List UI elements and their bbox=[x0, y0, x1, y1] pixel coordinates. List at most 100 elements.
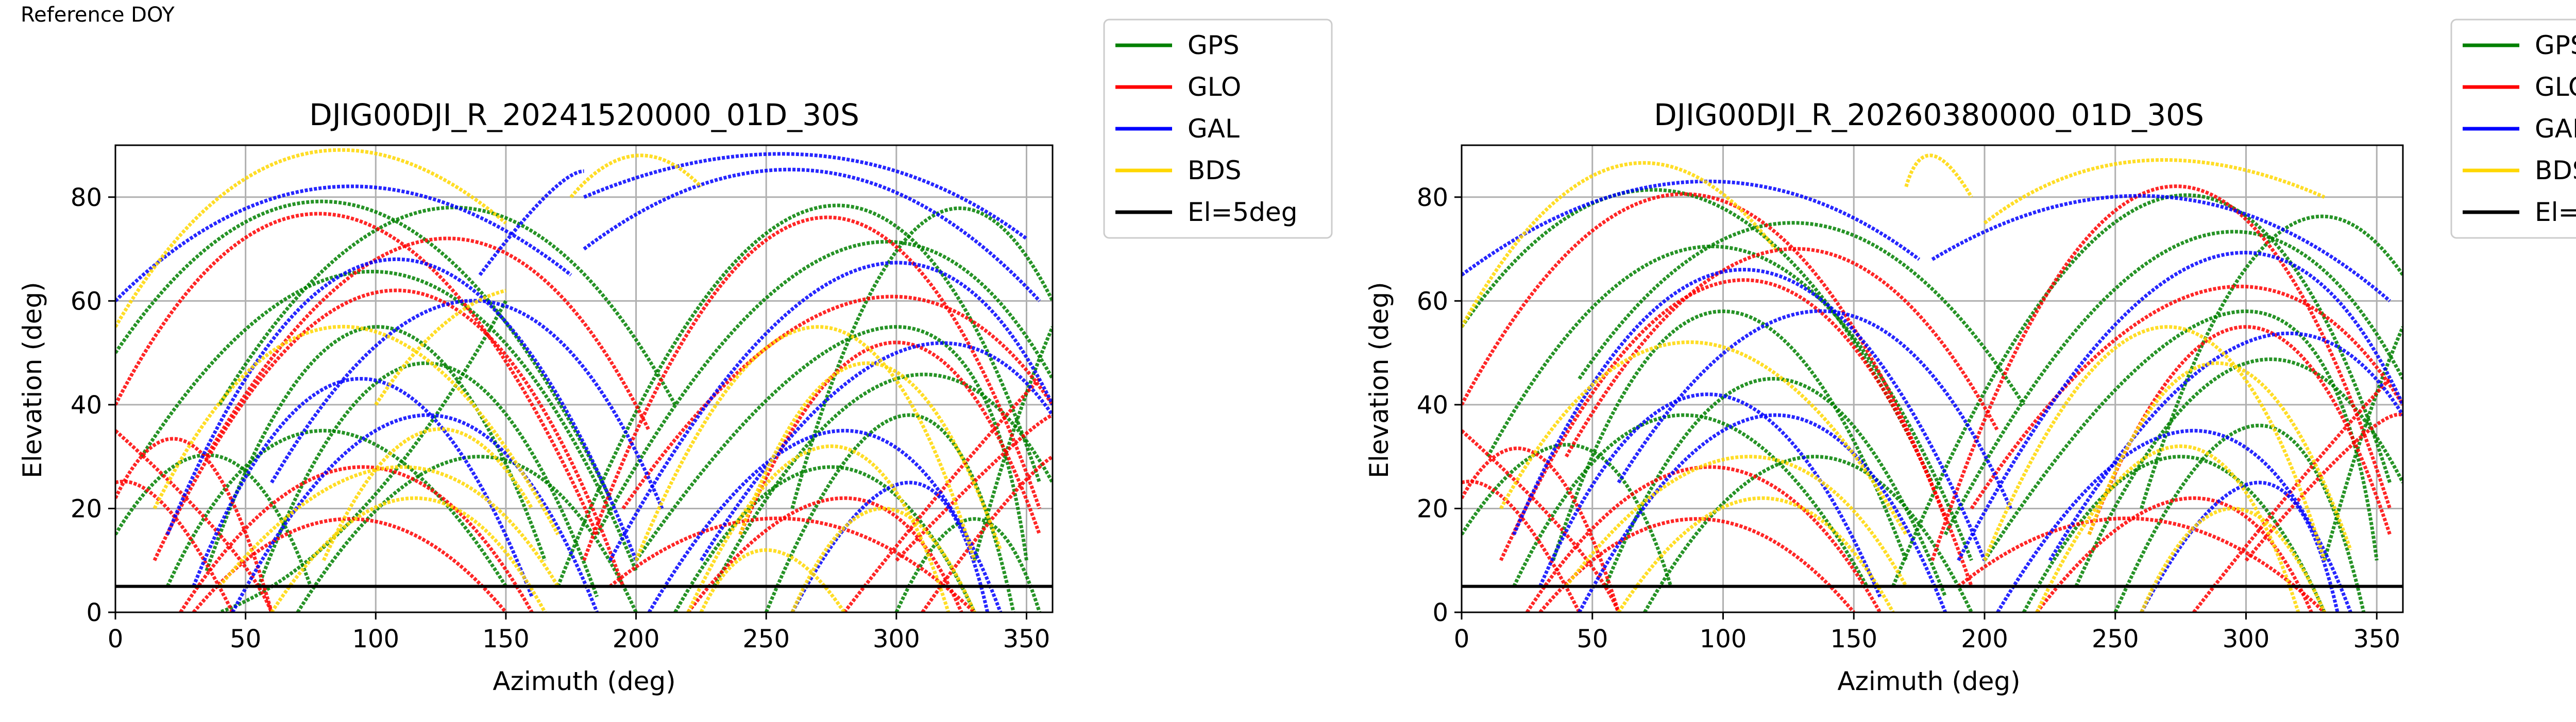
satellite-track bbox=[296, 455, 638, 612]
satellite-track bbox=[115, 148, 507, 328]
x-tick-label: 300 bbox=[2223, 625, 2270, 654]
satellite-track bbox=[1486, 245, 1973, 561]
satellite-track bbox=[1538, 392, 1882, 598]
satellite-track bbox=[218, 205, 677, 406]
satellite-track bbox=[115, 199, 612, 499]
satellite-track bbox=[1943, 230, 2403, 536]
satellite-track bbox=[165, 257, 638, 561]
figure-label: Reference DOY bbox=[21, 3, 175, 27]
satellite-track bbox=[1578, 413, 1947, 612]
satellite-track bbox=[2192, 377, 2392, 612]
x-tick-label: 100 bbox=[352, 625, 399, 654]
x-tick-label: 50 bbox=[1577, 625, 1608, 654]
satellite-track bbox=[1512, 413, 1869, 588]
satellite-track bbox=[1512, 268, 1987, 561]
y-tick-label: 20 bbox=[1417, 494, 1448, 523]
satellite-track bbox=[569, 153, 703, 199]
satellite-track bbox=[790, 507, 976, 612]
satellite-track bbox=[582, 215, 1042, 561]
x-axis-label: Azimuth (deg) bbox=[1837, 666, 2020, 696]
satellite-track bbox=[478, 169, 584, 277]
satellite-track bbox=[2087, 361, 2352, 551]
satellite-track bbox=[374, 288, 506, 406]
skyplot-chart-left: DJIG00DJI_R_20241520000_01D_30S Azimuth … bbox=[18, 19, 1333, 696]
satellite-track bbox=[556, 203, 1042, 587]
satellite-track bbox=[2035, 496, 2313, 612]
satellite-track bbox=[257, 361, 599, 597]
satellite-track bbox=[647, 428, 1003, 612]
legend-label: El=5deg bbox=[2535, 197, 2576, 227]
satellite-track bbox=[738, 361, 1003, 551]
satellite-track bbox=[1462, 443, 1673, 587]
satellite-track bbox=[1462, 179, 1921, 277]
satellite-track bbox=[595, 239, 1053, 536]
x-tick-label: 150 bbox=[1830, 625, 1877, 654]
chart-title: DJIG00DJI_R_20241520000_01D_30S bbox=[309, 97, 859, 132]
series-bds bbox=[1462, 153, 2352, 612]
satellite-track bbox=[115, 429, 274, 612]
legend-label: GLO bbox=[2535, 72, 2576, 102]
satellite-track bbox=[2244, 412, 2403, 562]
data-layer bbox=[1462, 153, 2403, 612]
series-gal bbox=[1462, 179, 2403, 612]
satellite-track bbox=[1578, 221, 2026, 406]
x-tick-label: 200 bbox=[613, 625, 660, 654]
y-tick-label: 20 bbox=[71, 494, 102, 523]
satellite-track bbox=[843, 377, 1041, 612]
satellite-track bbox=[152, 324, 560, 536]
series-gps bbox=[115, 199, 1053, 612]
satellite-track bbox=[686, 444, 951, 612]
satellite-track bbox=[2087, 325, 2392, 536]
satellite-track bbox=[140, 270, 638, 572]
legend-label: GPS bbox=[2535, 30, 2576, 60]
satellite-track bbox=[192, 517, 507, 612]
satellite-track bbox=[270, 496, 547, 612]
x-tick-label: 250 bbox=[2092, 625, 2139, 654]
series-gal bbox=[115, 152, 1053, 612]
y-tick-label: 0 bbox=[86, 598, 102, 627]
y-tick-label: 80 bbox=[71, 183, 102, 212]
y-axis-label: Elevation (deg) bbox=[1364, 282, 1394, 478]
satellite-track bbox=[1643, 455, 1973, 612]
x-tick-label: 50 bbox=[230, 625, 261, 654]
y-axis-label: Elevation (deg) bbox=[18, 282, 47, 478]
satellite-track bbox=[1462, 192, 1947, 520]
satellite-track bbox=[790, 207, 1053, 509]
legend: GPS GLO GAL BDS El=5deg bbox=[2450, 19, 2576, 239]
satellite-track bbox=[2140, 214, 2403, 509]
satellite-track bbox=[583, 167, 1041, 302]
satellite-track bbox=[1499, 340, 1908, 536]
x-axis-label: Azimuth (deg) bbox=[493, 666, 675, 696]
legend-box bbox=[1103, 19, 1333, 239]
satellite-track bbox=[115, 212, 599, 536]
series-glo bbox=[115, 212, 1053, 612]
axes-frame bbox=[1461, 144, 2404, 613]
series-bds bbox=[115, 148, 1003, 612]
x-tick-label: 300 bbox=[873, 625, 920, 654]
data-layer bbox=[115, 148, 1053, 612]
satellite-track bbox=[1462, 479, 1581, 612]
satellite-track bbox=[1462, 161, 1777, 328]
satellite-track bbox=[1931, 194, 2391, 302]
satellite-track bbox=[1957, 517, 2326, 612]
x-tick-label: 200 bbox=[1961, 625, 2008, 654]
satellite-track bbox=[1930, 184, 2392, 561]
x-tick-label: 350 bbox=[2353, 625, 2400, 654]
satellite-track bbox=[1904, 153, 1973, 198]
legend-label: BDS bbox=[1188, 156, 1242, 185]
satellite-track bbox=[2035, 444, 2300, 612]
satellite-track bbox=[115, 479, 234, 612]
satellite-track bbox=[218, 465, 560, 588]
satellite-track bbox=[1538, 517, 1855, 612]
satellite-track bbox=[2074, 357, 2403, 588]
x-tick-label: 0 bbox=[1454, 625, 1470, 654]
satellite-track bbox=[1617, 496, 1895, 612]
legend-label: GLO bbox=[1188, 72, 1241, 102]
legend-label: BDS bbox=[2535, 156, 2576, 185]
legend-label: GAL bbox=[1188, 114, 1240, 144]
y-tick-label: 40 bbox=[71, 391, 102, 420]
satellite-track bbox=[152, 288, 625, 587]
satellite-track bbox=[1957, 251, 2403, 561]
satellite-track bbox=[895, 413, 1053, 562]
plot-area bbox=[114, 144, 1054, 613]
